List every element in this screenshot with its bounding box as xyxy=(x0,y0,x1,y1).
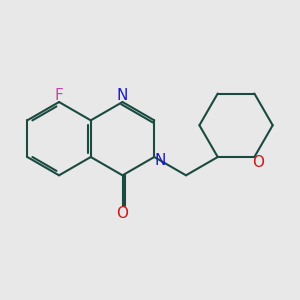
Text: O: O xyxy=(116,206,128,221)
Text: O: O xyxy=(252,155,264,170)
Text: F: F xyxy=(55,88,63,103)
Text: N: N xyxy=(154,153,166,168)
Text: N: N xyxy=(117,88,128,103)
